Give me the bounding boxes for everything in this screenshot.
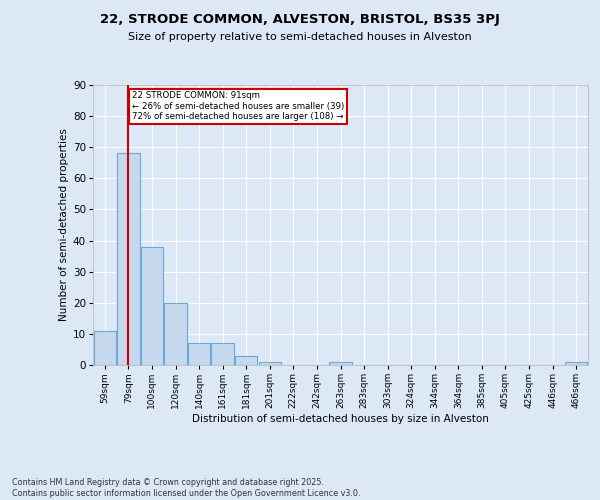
Text: 22, STRODE COMMON, ALVESTON, BRISTOL, BS35 3PJ: 22, STRODE COMMON, ALVESTON, BRISTOL, BS… [100,12,500,26]
Bar [188,343,210,365]
Bar [164,303,187,365]
Bar [117,154,140,365]
Bar [211,343,234,365]
Text: Contains HM Land Registry data © Crown copyright and database right 2025.
Contai: Contains HM Land Registry data © Crown c… [12,478,361,498]
Text: 22 STRODE COMMON: 91sqm
← 26% of semi-detached houses are smaller (39)
72% of se: 22 STRODE COMMON: 91sqm ← 26% of semi-de… [132,91,344,121]
Y-axis label: Number of semi-detached properties: Number of semi-detached properties [59,128,69,322]
Bar [329,362,352,365]
Bar [141,247,163,365]
Bar [565,362,587,365]
X-axis label: Distribution of semi-detached houses by size in Alveston: Distribution of semi-detached houses by … [192,414,489,424]
Text: Size of property relative to semi-detached houses in Alveston: Size of property relative to semi-detach… [128,32,472,42]
Bar [259,362,281,365]
Bar [94,331,116,365]
Bar [235,356,257,365]
